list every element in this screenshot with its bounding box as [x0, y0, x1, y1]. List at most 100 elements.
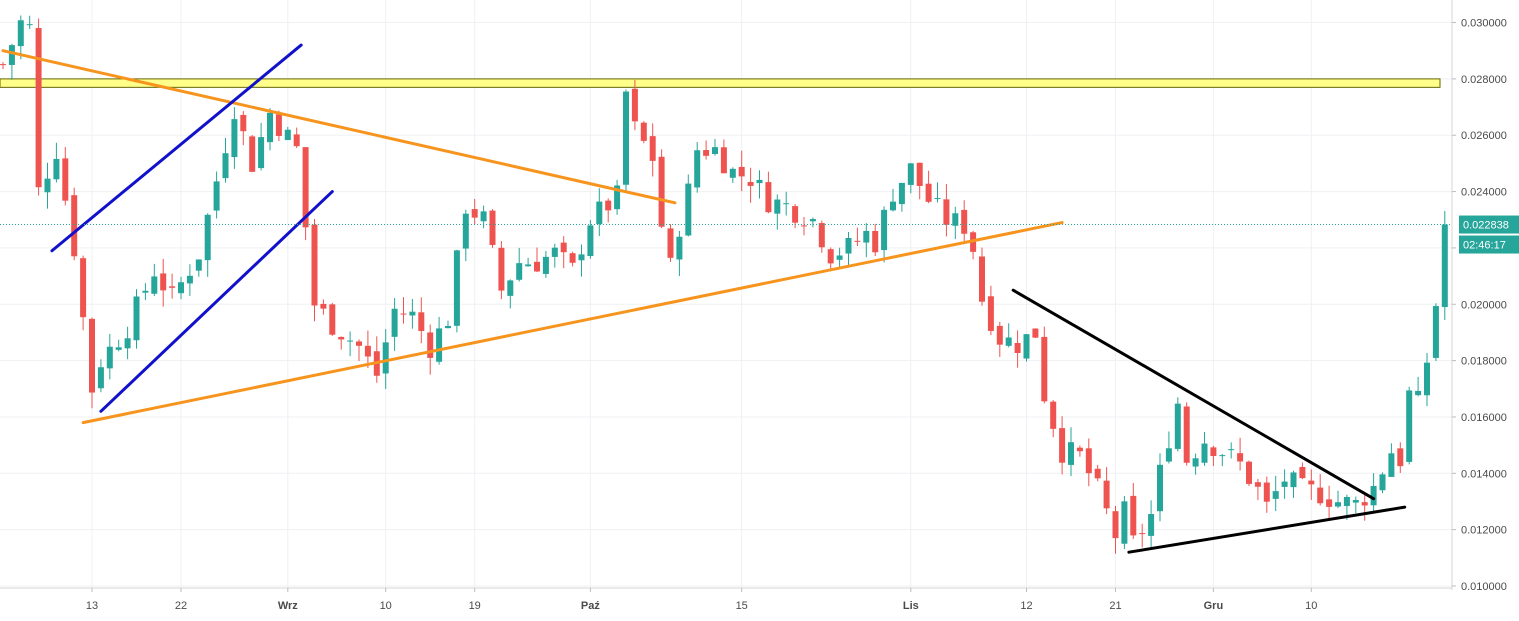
candle-body — [1005, 337, 1012, 346]
candle-body — [1246, 461, 1252, 484]
candle-body — [925, 183, 932, 202]
candle-body — [952, 213, 959, 226]
candle-body — [1210, 447, 1217, 457]
candle-body — [605, 200, 612, 211]
price-axis[interactable]: 0.0300000.0280000.0260000.0240000.022000… — [1452, 18, 1507, 593]
candle-body — [872, 230, 879, 253]
candle-body — [1094, 468, 1101, 479]
price-tick-label: 0.030000 — [1461, 18, 1507, 30]
candle-body — [178, 282, 184, 294]
candle-body — [1432, 306, 1439, 358]
candle-body — [1139, 533, 1146, 535]
candle-body — [1424, 362, 1430, 396]
candle-body — [1174, 403, 1181, 449]
candle-body — [783, 203, 790, 205]
candle-body — [854, 240, 861, 242]
candle-body — [623, 91, 629, 185]
candle-body — [1281, 481, 1288, 487]
candle-body — [1157, 464, 1163, 512]
candle-body — [578, 254, 585, 261]
time-tick-label: Lis — [903, 600, 919, 612]
candle-body — [898, 182, 905, 205]
candle-body — [462, 213, 469, 249]
candle-body — [720, 147, 727, 174]
candle-body — [934, 198, 941, 200]
candle-body — [1130, 495, 1137, 536]
candle-body — [1068, 442, 1074, 465]
candle-body — [1112, 511, 1119, 539]
candle-body — [231, 119, 238, 158]
candle-body — [1228, 449, 1235, 451]
candle-body — [1076, 447, 1083, 452]
time-tick-label: 12 — [1020, 600, 1032, 612]
candle-body — [418, 312, 425, 331]
time-axis[interactable]: 13 22 Wrz 10 19 Paź 15 Lis 12 21 Gru 10 — [86, 588, 1318, 612]
candle-body — [97, 367, 104, 389]
candle-body — [676, 236, 683, 260]
candle-body — [845, 238, 852, 254]
candle-body — [1050, 401, 1057, 429]
trendline — [50, 43, 303, 253]
price-tick-label: 0.024000 — [1461, 187, 1507, 199]
candle-body — [729, 168, 736, 178]
candle-body — [738, 166, 745, 177]
candle-body — [507, 280, 514, 296]
candle-body — [364, 345, 371, 357]
candle-body — [1361, 502, 1368, 506]
candle-body — [1263, 482, 1270, 502]
price-tick-label: 0.018000 — [1461, 356, 1507, 368]
candle-body — [427, 332, 434, 358]
candle-body — [542, 256, 549, 274]
candle-body — [987, 296, 994, 331]
candle-body — [1406, 390, 1413, 462]
candle-body — [1343, 496, 1350, 507]
candle-body — [195, 259, 202, 271]
candle-body — [1272, 491, 1279, 499]
candle-body — [1308, 480, 1315, 485]
candle-body — [213, 181, 220, 211]
candle-body — [712, 147, 718, 155]
candle-body — [649, 136, 656, 161]
candle-body — [658, 156, 665, 227]
candle-body — [979, 256, 985, 302]
candle-body — [1335, 502, 1341, 507]
time-tick-label: 15 — [736, 600, 748, 612]
time-tick-label: Paź — [581, 600, 600, 612]
candle-body — [1192, 458, 1199, 467]
candle-body — [17, 20, 24, 47]
candle-body — [106, 346, 113, 369]
candle-body — [142, 290, 149, 293]
candle-body — [685, 183, 692, 236]
candle-body — [703, 150, 710, 156]
candle-body — [890, 201, 896, 211]
candle-body — [943, 199, 950, 225]
time-tick-label: 19 — [469, 600, 481, 612]
candle-body — [996, 325, 1003, 345]
candle-body — [80, 258, 87, 318]
candle-body — [907, 163, 914, 185]
candle-body — [400, 313, 407, 315]
trendline — [99, 190, 334, 413]
candle-body — [1326, 499, 1333, 507]
resistance-zone — [0, 78, 1441, 88]
candle-body — [436, 328, 443, 362]
candle-body — [765, 182, 772, 213]
candle-body — [516, 263, 523, 280]
time-tick-label: 10 — [380, 600, 392, 612]
trendlines — [1, 43, 1407, 554]
resistance-zone-layer — [0, 78, 1441, 88]
candle-body — [71, 195, 78, 257]
candle-body — [1370, 486, 1377, 506]
trendline — [1127, 505, 1407, 554]
candle-body — [551, 247, 558, 257]
candle-body — [347, 340, 354, 342]
candle-body — [0, 64, 6, 66]
candle-body — [1397, 448, 1404, 467]
candle-body — [863, 230, 870, 243]
candle-body — [1165, 448, 1172, 462]
time-tick-label: 22 — [175, 600, 187, 612]
trendline — [81, 221, 1064, 425]
candle-body — [640, 122, 647, 141]
